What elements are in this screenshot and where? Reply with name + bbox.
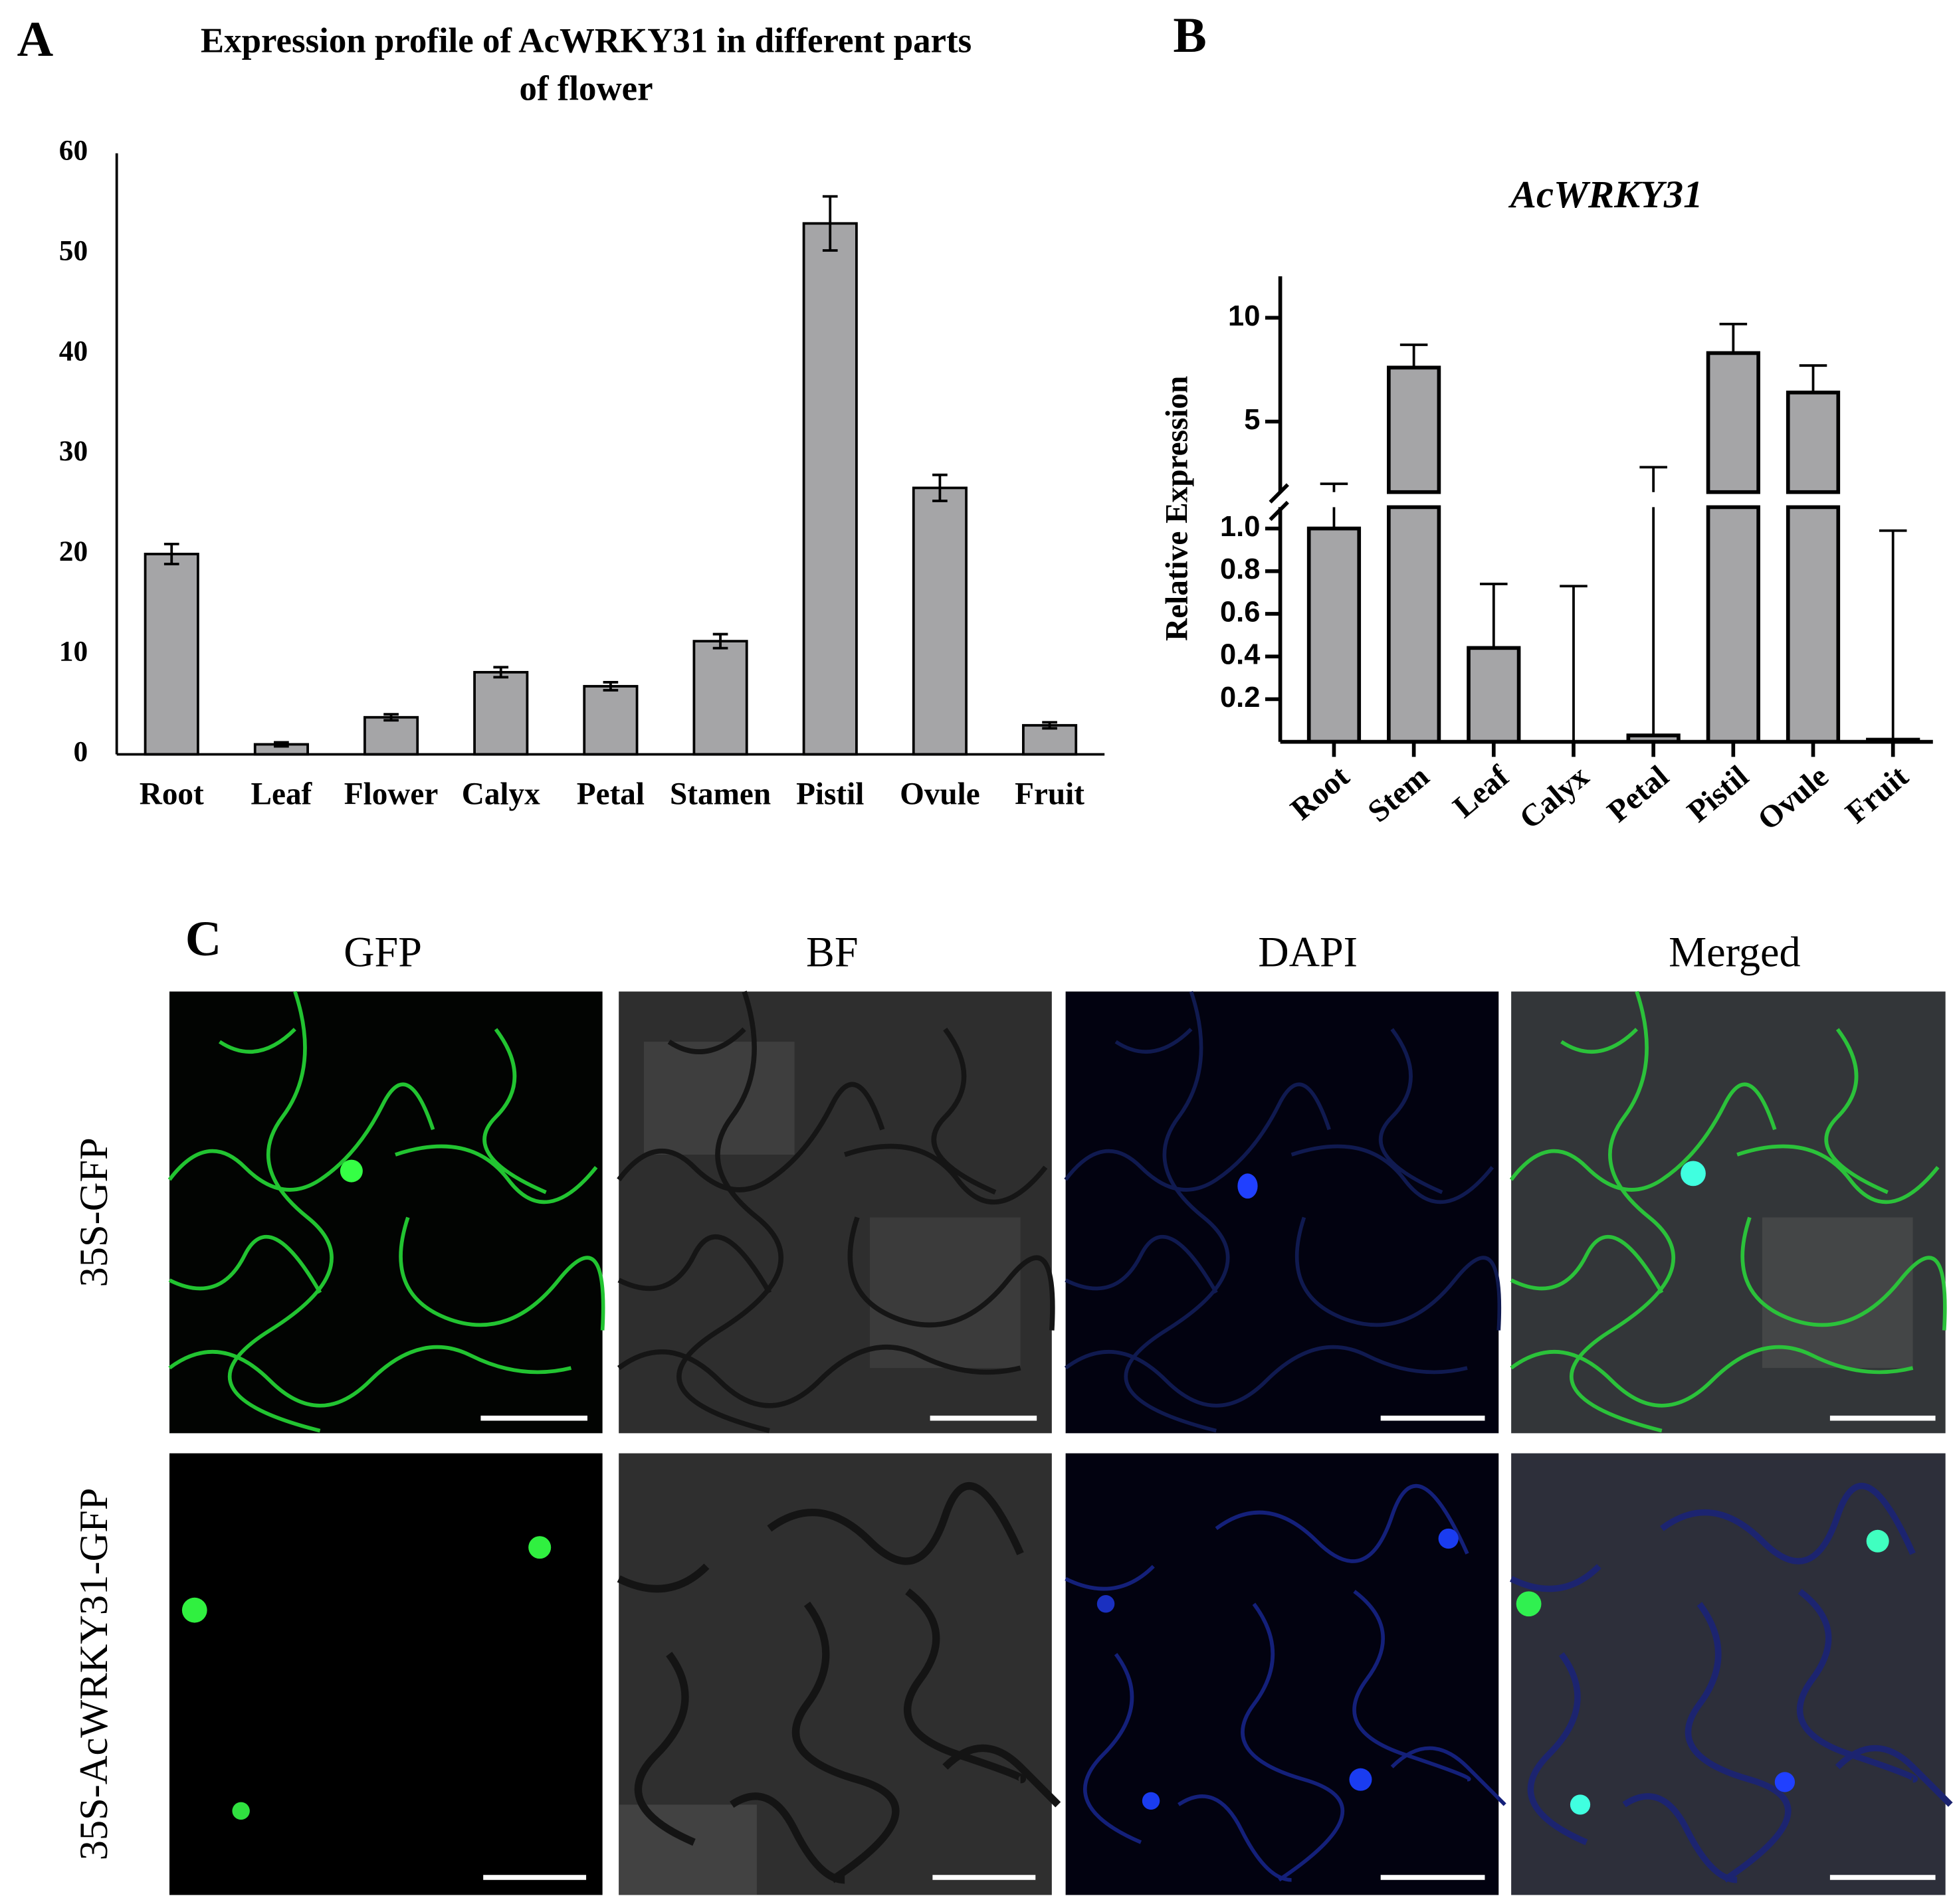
y-tick-label: 10 — [1228, 300, 1260, 332]
x-tick-label: Stem — [1362, 759, 1436, 830]
x-tick-label: Calyx — [462, 777, 540, 812]
error-bar — [1042, 721, 1057, 730]
bar — [363, 715, 419, 756]
axis-break — [1269, 483, 1289, 504]
micrograph-dapi-1 — [1066, 991, 1500, 1434]
bar — [692, 640, 748, 756]
error-bar — [493, 666, 509, 679]
y-tick-label: 60 — [59, 135, 88, 167]
error-bar — [383, 713, 399, 722]
x-tick-label: Pistil — [1681, 759, 1755, 830]
error-bar — [274, 741, 289, 748]
x-tick-label: Fruit — [1839, 759, 1915, 830]
x-tick-label: Root — [1285, 759, 1356, 826]
bar — [473, 670, 529, 756]
bar — [583, 685, 639, 756]
x-tick-label: Petal — [577, 777, 645, 812]
micrograph-bf-2 — [619, 1453, 1058, 1895]
bar — [912, 486, 968, 756]
bar — [1786, 390, 1841, 494]
micrograph-dapi-2 — [1066, 1453, 1505, 1895]
column-label: GFP — [344, 928, 422, 975]
y-tick-label: 0.2 — [1220, 682, 1260, 714]
micrograph-gfp-2 — [169, 1453, 603, 1895]
micrograph-merged-2 — [1511, 1453, 1950, 1895]
bar — [1467, 646, 1521, 744]
y-tick-label: 50 — [59, 235, 88, 267]
micrograph-gfp-1 — [169, 991, 603, 1434]
row-label: 35S-AcWRKY31-GFP — [72, 1488, 116, 1861]
x-tick-label: Ovule — [900, 777, 980, 812]
bar — [1387, 365, 1441, 494]
x-tick-label: Leaf — [251, 777, 313, 812]
error-bar — [163, 542, 179, 565]
x-tick-label: Ovule — [1752, 759, 1835, 837]
bar — [1786, 505, 1841, 744]
row-label: 35S-GFP — [72, 1137, 116, 1287]
y-tick-label: 20 — [59, 535, 88, 567]
x-tick-label: Stamen — [670, 777, 771, 812]
y-tick-label: 0.6 — [1220, 596, 1260, 628]
x-tick-label: Calyx — [1513, 759, 1595, 836]
y-tick-label: 40 — [59, 335, 88, 367]
x-tick-label: Pistil — [796, 777, 864, 812]
bar — [144, 553, 199, 756]
bar — [802, 222, 858, 756]
chart-title: of flower — [520, 69, 653, 108]
x-tick-label: Fruit — [1015, 777, 1084, 812]
bar — [1306, 526, 1362, 744]
bar — [1022, 723, 1078, 756]
bar — [1706, 505, 1760, 744]
panel-label: B — [1173, 8, 1206, 63]
chart-title: Expression profile of AcWRKY31 in differ… — [201, 22, 972, 60]
error-bar — [822, 195, 838, 252]
y-tick-label: 1.0 — [1220, 511, 1260, 543]
error-bar — [712, 632, 728, 650]
y-tick-label: 0 — [73, 735, 88, 767]
micrograph-bf-1 — [619, 991, 1053, 1433]
axis-break — [1269, 500, 1289, 522]
column-label: DAPI — [1258, 928, 1358, 975]
error-bar — [603, 681, 619, 692]
bar — [1387, 505, 1441, 744]
x-tick-label: Leaf — [1447, 759, 1516, 825]
y-tick-label: 30 — [59, 435, 88, 467]
micrograph-merged-1 — [1511, 991, 1946, 1434]
y-tick-label: 5 — [1244, 404, 1260, 436]
x-tick-label: Root — [140, 777, 204, 812]
y-axis-label: Relative Expression — [1160, 376, 1194, 641]
y-tick-label: 0.8 — [1220, 553, 1260, 585]
x-tick-label: Petal — [1601, 759, 1675, 830]
x-tick-label: Flower — [344, 777, 439, 812]
panel-label: C — [185, 911, 222, 967]
column-label: BF — [806, 928, 859, 975]
panel-label: A — [17, 12, 54, 67]
chart-title: AcWRKY31 — [1508, 173, 1703, 216]
y-tick-label: 10 — [59, 636, 88, 668]
y-tick-label: 0.4 — [1220, 639, 1260, 671]
error-bar — [932, 473, 948, 502]
bar — [1706, 351, 1760, 494]
column-label: Merged — [1669, 928, 1801, 975]
